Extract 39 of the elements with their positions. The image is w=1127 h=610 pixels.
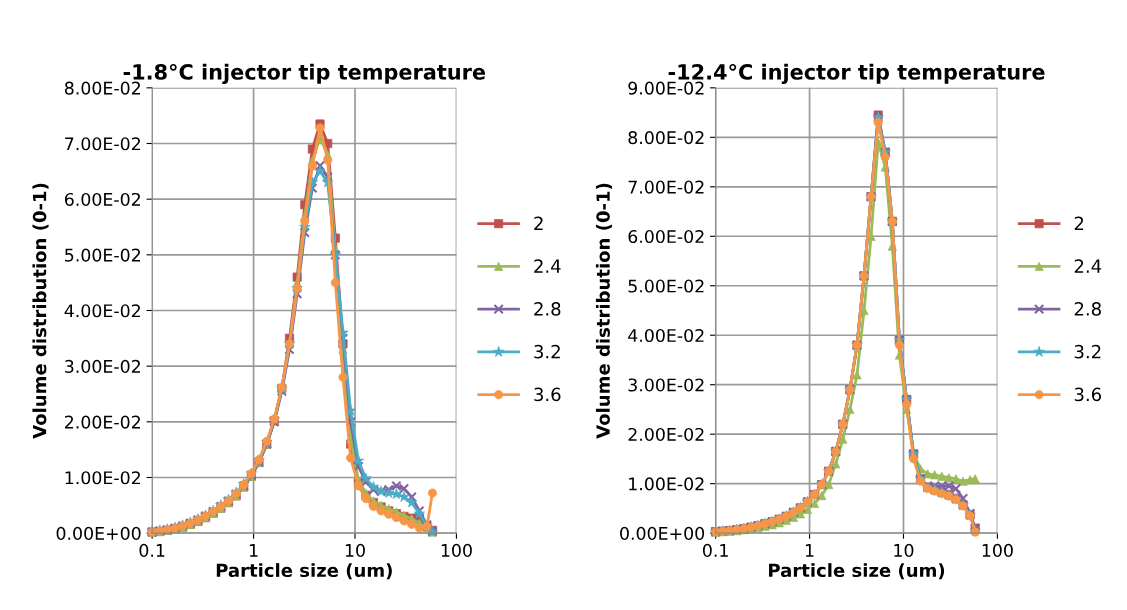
legend-label: 2	[1074, 216, 1084, 230]
y-tick-label: 7.00E-02	[628, 180, 704, 194]
y-tick-label: 6.00E-02	[64, 192, 140, 207]
y-tick-label: 4.00E-02	[64, 304, 140, 318]
legend-label: 2.8	[1074, 302, 1101, 316]
x-tick-label: 10	[345, 543, 365, 557]
y-tick-label: 3.00E-02	[65, 359, 140, 373]
x-tick-label: 100	[441, 543, 472, 557]
x-axis-title: Particle size (um)	[216, 563, 392, 580]
x-axis-title: Particle size (um)	[769, 563, 945, 580]
y-tick-label: 8.00E-02	[628, 131, 704, 145]
x-tick-label: 0.1	[139, 543, 165, 557]
y-tick-label: 2.00E-02	[65, 415, 140, 429]
legend-label: 2.8	[534, 302, 561, 316]
y-tick-label: 5.00E-02	[65, 248, 140, 262]
x-tick-label: 10	[894, 543, 914, 557]
legend-label: 2	[534, 216, 543, 230]
legend-label: 2.4	[534, 259, 561, 273]
y-tick-label: 1.00E-02	[629, 477, 704, 491]
legend-label: 3.2	[1074, 344, 1101, 359]
y-tick-label: 0.00E+00	[56, 526, 141, 540]
legend-label: 3.6	[1074, 387, 1102, 402]
y-axis-title: Volume distribution (0-1)	[32, 183, 49, 439]
y-tick-label: 4.00E-02	[628, 328, 704, 343]
y-axis-title: Volume distribution (0-1)	[595, 183, 613, 439]
x-tick-label: 0.1	[702, 543, 728, 557]
legend-label: 3.6	[534, 387, 561, 402]
y-tick-label: 3.00E-02	[628, 378, 704, 392]
legend-label: 3.2	[534, 344, 560, 359]
x-tick-label: 1	[805, 544, 814, 557]
y-tick-label: 5.00E-02	[628, 279, 704, 293]
y-tick-label: 0.00E+00	[620, 526, 705, 540]
x-tick-label: 1	[249, 544, 258, 557]
legend-label: 2.4	[1074, 259, 1102, 273]
y-tick-label: 2.00E-02	[628, 427, 704, 442]
y-tick-label: 6.00E-02	[628, 229, 704, 244]
y-tick-label: 7.00E-02	[65, 137, 140, 151]
x-tick-label: 100	[982, 543, 1013, 557]
y-tick-label: 1.00E-02	[65, 471, 140, 485]
